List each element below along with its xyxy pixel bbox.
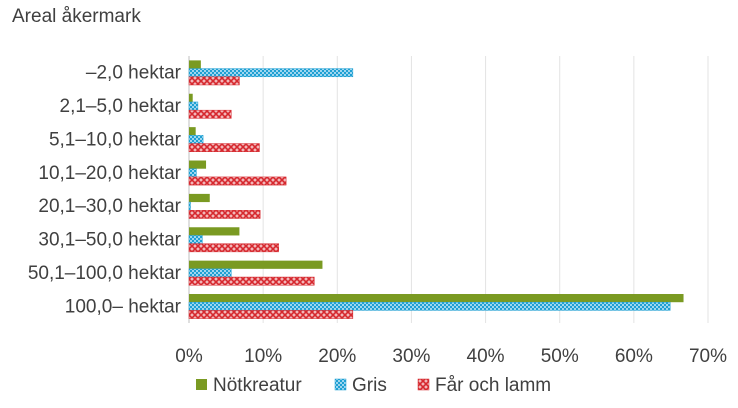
bar	[188, 109, 232, 119]
legend-swatch	[417, 378, 430, 391]
x-tick-label: 10%	[244, 346, 282, 367]
legend: Nötkreatur Gris Får och lamm	[196, 375, 551, 396]
bar	[189, 193, 210, 203]
bar	[188, 310, 354, 319]
x-axis-ticks: 0% 10% 20% 30% 40% 50% 60% 70%	[175, 346, 727, 367]
bar	[188, 268, 232, 278]
category-label: 20,1–30,0 hektar	[38, 196, 181, 217]
bar	[188, 68, 354, 78]
bar	[189, 294, 684, 303]
bar	[188, 210, 261, 219]
bar	[189, 60, 201, 69]
chart-title: Areal åkermark	[12, 6, 141, 27]
category-label: 2,1–5,0 hektar	[60, 96, 182, 117]
x-tick-label: 30%	[392, 346, 430, 367]
bar	[189, 227, 240, 236]
bar	[188, 76, 240, 86]
bar	[189, 160, 207, 169]
bar	[188, 176, 287, 186]
category-label: 100,0– hektar	[65, 296, 182, 317]
bar	[189, 260, 323, 269]
x-tick-label: 60%	[615, 346, 653, 367]
x-tick-label: 40%	[467, 346, 505, 367]
x-tick-label: 50%	[541, 346, 579, 367]
legend-label: Får och lamm	[435, 375, 551, 396]
bar	[189, 127, 196, 136]
category-label: 30,1–50,0 hektar	[38, 230, 181, 251]
bar	[188, 301, 671, 311]
x-tick-label: 70%	[689, 346, 727, 367]
bar	[188, 243, 279, 253]
bar	[188, 143, 260, 152]
bar	[188, 276, 315, 286]
bar	[188, 168, 197, 178]
bars	[188, 60, 684, 319]
bar	[189, 93, 193, 102]
category-label: 50,1–100,0 hektar	[28, 263, 182, 284]
legend-label: Gris	[352, 375, 387, 396]
x-tick-label: 20%	[318, 346, 356, 367]
category-label: 5,1–10,0 hektar	[49, 129, 182, 150]
legend-swatch	[196, 379, 207, 390]
category-label: –2,0 hektar	[86, 63, 182, 84]
bar	[188, 235, 203, 244]
legend-label: Nötkreatur	[213, 375, 302, 396]
bar	[188, 201, 191, 211]
category-label: 10,1–20,0 hektar	[38, 163, 181, 184]
bar	[188, 135, 204, 144]
x-tick-label: 0%	[175, 346, 203, 367]
bar	[188, 101, 199, 111]
gridlines	[188, 56, 709, 323]
legend-swatch	[334, 378, 347, 391]
category-labels: –2,0 hektar 2,1–5,0 hektar 5,1–10,0 hektar…	[28, 63, 182, 318]
